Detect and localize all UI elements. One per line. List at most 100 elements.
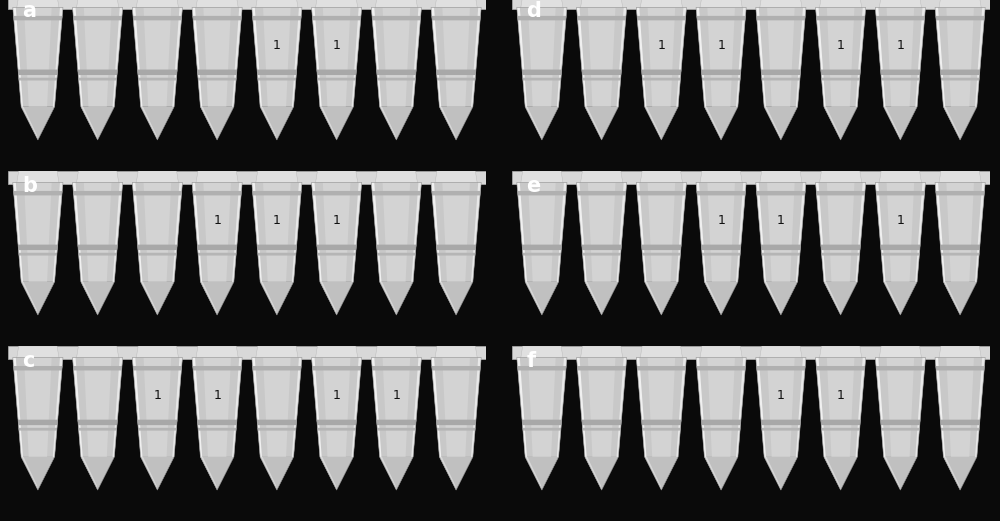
Polygon shape — [144, 357, 171, 457]
Polygon shape — [761, 420, 801, 425]
Polygon shape — [756, 182, 806, 282]
Polygon shape — [764, 107, 781, 140]
Polygon shape — [138, 253, 177, 255]
Polygon shape — [975, 7, 985, 107]
Polygon shape — [439, 107, 473, 140]
Polygon shape — [697, 366, 746, 370]
Polygon shape — [577, 357, 587, 457]
Polygon shape — [816, 182, 866, 282]
Polygon shape — [371, 357, 381, 457]
Polygon shape — [172, 7, 182, 107]
Polygon shape — [760, 346, 802, 359]
Polygon shape — [84, 357, 111, 457]
Polygon shape — [876, 16, 925, 20]
Polygon shape — [525, 282, 542, 315]
Polygon shape — [796, 182, 806, 282]
Polygon shape — [884, 282, 900, 315]
Polygon shape — [761, 70, 801, 75]
Polygon shape — [517, 191, 566, 195]
Polygon shape — [13, 7, 23, 107]
Text: 1: 1 — [273, 39, 281, 52]
Polygon shape — [193, 191, 242, 195]
Polygon shape — [132, 357, 142, 457]
Polygon shape — [821, 245, 860, 250]
Polygon shape — [252, 182, 302, 282]
Polygon shape — [577, 7, 627, 107]
Polygon shape — [436, 70, 476, 75]
Polygon shape — [317, 245, 356, 250]
Polygon shape — [411, 7, 421, 107]
Polygon shape — [827, 357, 854, 457]
Polygon shape — [512, 0, 990, 9]
Polygon shape — [371, 182, 421, 282]
Polygon shape — [946, 357, 974, 457]
Polygon shape — [642, 428, 681, 430]
Polygon shape — [13, 182, 63, 282]
Polygon shape — [435, 346, 477, 359]
Polygon shape — [21, 282, 38, 315]
Polygon shape — [821, 70, 860, 75]
Polygon shape — [941, 428, 979, 430]
Polygon shape — [522, 70, 562, 75]
Polygon shape — [431, 182, 481, 282]
Polygon shape — [136, 171, 179, 184]
Polygon shape — [197, 70, 237, 75]
Polygon shape — [312, 16, 361, 20]
Text: 1: 1 — [777, 214, 785, 227]
Polygon shape — [53, 357, 63, 457]
Polygon shape — [141, 457, 174, 490]
Polygon shape — [580, 0, 623, 9]
Polygon shape — [645, 457, 661, 490]
Polygon shape — [876, 366, 925, 370]
Polygon shape — [887, 357, 914, 457]
Polygon shape — [78, 245, 117, 250]
Polygon shape — [824, 282, 857, 315]
Polygon shape — [323, 357, 350, 457]
Polygon shape — [372, 366, 421, 370]
Polygon shape — [517, 357, 527, 457]
Polygon shape — [879, 171, 922, 184]
Polygon shape — [21, 457, 38, 490]
Polygon shape — [113, 357, 123, 457]
Polygon shape — [431, 182, 441, 282]
Polygon shape — [380, 282, 413, 315]
Polygon shape — [132, 182, 142, 282]
Polygon shape — [263, 182, 291, 282]
Polygon shape — [260, 457, 294, 490]
Polygon shape — [192, 357, 242, 457]
Text: 1: 1 — [153, 389, 161, 402]
Polygon shape — [383, 7, 410, 107]
Polygon shape — [588, 357, 615, 457]
Polygon shape — [577, 366, 626, 370]
Polygon shape — [875, 7, 885, 107]
Polygon shape — [113, 182, 123, 282]
Polygon shape — [197, 420, 237, 425]
Polygon shape — [317, 420, 356, 425]
Polygon shape — [582, 245, 621, 250]
Polygon shape — [577, 182, 627, 282]
Polygon shape — [762, 428, 800, 430]
Polygon shape — [940, 420, 980, 425]
Polygon shape — [856, 357, 866, 457]
Polygon shape — [881, 245, 920, 250]
Polygon shape — [81, 107, 114, 140]
Text: 1: 1 — [896, 39, 904, 52]
Polygon shape — [648, 182, 675, 282]
Polygon shape — [522, 245, 562, 250]
Polygon shape — [192, 7, 242, 107]
Polygon shape — [642, 245, 681, 250]
Text: 1: 1 — [837, 389, 845, 402]
Polygon shape — [935, 357, 985, 457]
Polygon shape — [525, 107, 542, 140]
Polygon shape — [582, 420, 621, 425]
Polygon shape — [133, 16, 182, 20]
Polygon shape — [411, 357, 421, 457]
Polygon shape — [702, 78, 740, 80]
Polygon shape — [756, 7, 766, 107]
Text: 1: 1 — [837, 39, 845, 52]
Polygon shape — [642, 70, 681, 75]
Polygon shape — [439, 457, 473, 490]
Polygon shape — [521, 346, 563, 359]
Text: a: a — [22, 1, 36, 21]
Polygon shape — [528, 7, 556, 107]
